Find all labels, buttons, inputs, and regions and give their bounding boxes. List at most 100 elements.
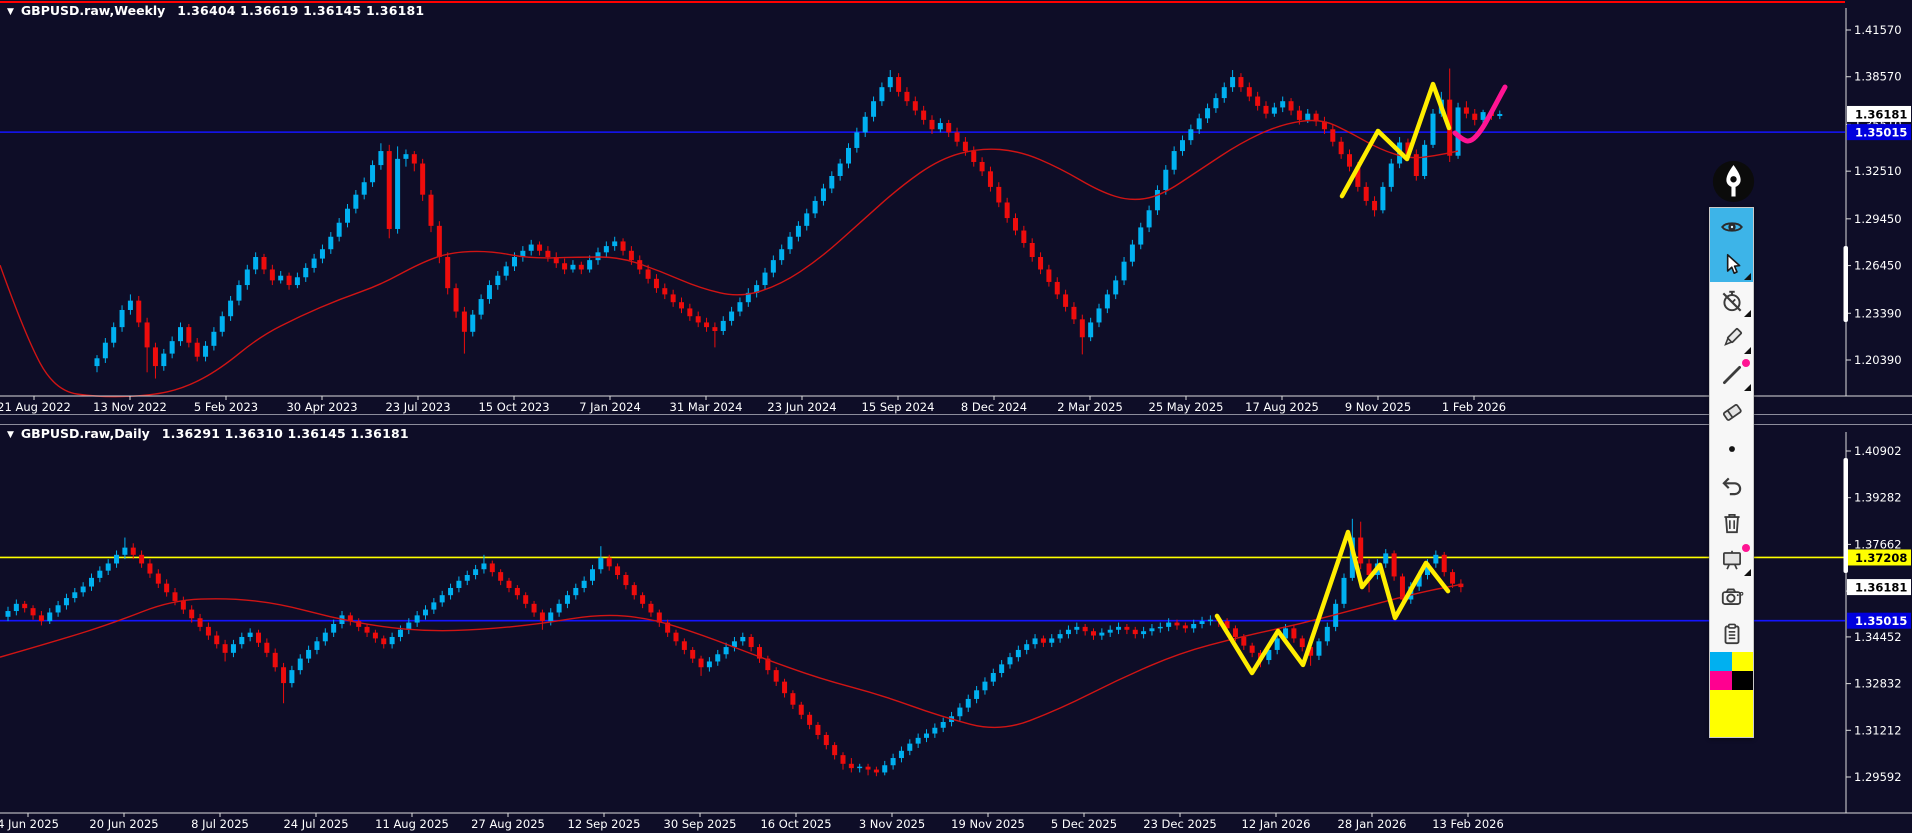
date-label: 1 Feb 2026 [1442, 400, 1506, 414]
date-label: 23 Jul 2023 [385, 400, 450, 414]
price-tick-label: 1.38570 [1854, 70, 1902, 84]
color-swatch-cyan[interactable] [1710, 652, 1732, 671]
daily-chart-pane[interactable]: 4 Jun 2025 20 Jun 2025 8 Jul 2025 24 Jul 20… [0, 432, 1912, 831]
price-tick-label: 1.37662 [1854, 537, 1902, 551]
trash-icon [1719, 510, 1745, 536]
date-label: 16 Oct 2025 [760, 817, 831, 831]
price-tick-label: 1.23390 [1854, 306, 1902, 320]
flyout-arrow-icon [1744, 569, 1751, 576]
color-swatches [1710, 652, 1753, 690]
symbol-timeframe-label: GBPUSD.raw,Weekly [21, 3, 165, 18]
axis-scroll-grip[interactable] [1844, 458, 1849, 573]
price-tick-label: 1.29592 [1854, 770, 1902, 784]
date-label: 13 Feb 2026 [1432, 817, 1504, 831]
date-label: 25 May 2025 [1149, 400, 1224, 414]
weekly-chart-title: ▼ GBPUSD.raw,Weekly 1.36404 1.36619 1.3614… [7, 3, 424, 18]
axis-scroll-grip[interactable] [1844, 246, 1849, 322]
date-label: 8 Jul 2025 [191, 817, 249, 831]
dot-size-icon [1719, 436, 1745, 462]
marker-icon [1719, 325, 1745, 351]
price-tick-label: 1.20390 [1854, 353, 1902, 367]
camera-icon [1719, 584, 1745, 610]
date-label: 23 Jun 2024 [767, 400, 836, 414]
board-icon [1719, 547, 1745, 573]
date-label: 20 Jun 2025 [89, 817, 158, 831]
price-tick-label: 1.29450 [1854, 212, 1902, 226]
tool-eraser-button[interactable] [1710, 393, 1753, 430]
price-box-label: 1.36181 [1855, 107, 1907, 121]
date-label: 3 Nov 2025 [859, 817, 925, 831]
tool-camera-button[interactable] [1710, 578, 1753, 615]
date-label: 2 Mar 2025 [1057, 400, 1123, 414]
date-label: 19 Nov 2025 [951, 817, 1025, 831]
chart-menu-arrow-icon[interactable]: ▼ [7, 7, 14, 17]
tool-undo-button[interactable] [1710, 467, 1753, 504]
tool-cursor-button[interactable] [1710, 245, 1753, 282]
price-tick-label: 1.41570 [1854, 23, 1902, 37]
price-tick-label: 1.31212 [1854, 723, 1902, 737]
drawing-toolbar [1709, 207, 1754, 738]
flyout-arrow-icon [1744, 347, 1751, 354]
date-label: 13 Nov 2022 [93, 400, 167, 414]
current-color-swatch[interactable] [1710, 690, 1753, 737]
date-label: 12 Sep 2025 [568, 817, 641, 831]
date-label: 17 Aug 2025 [1245, 400, 1319, 414]
date-label: 7 Jan 2024 [579, 400, 641, 414]
timer-off-icon [1719, 288, 1745, 314]
date-label: 4 Jun 2025 [0, 817, 59, 831]
symbol-timeframe-label: GBPUSD.raw,Daily [21, 426, 150, 441]
date-label: 23 Dec 2025 [1143, 817, 1216, 831]
date-label: 9 Nov 2025 [1345, 400, 1411, 414]
ohlc-values: 1.36404 1.36619 1.36145 1.36181 [177, 3, 424, 18]
date-label: 5 Dec 2025 [1051, 817, 1117, 831]
line-tool-icon [1719, 362, 1745, 388]
price-tick-label: 1.26450 [1854, 259, 1902, 273]
tool-clipboard-button[interactable] [1710, 615, 1753, 652]
weekly-chart-pane[interactable]: 21 Aug 202213 Nov 20225 Feb 202330 Apr 2… [0, 2, 1912, 414]
moving-average-line [0, 121, 1458, 397]
date-label: 15 Sep 2024 [862, 400, 935, 414]
tool-dot-size-button[interactable] [1710, 430, 1753, 467]
candles [95, 68, 1503, 378]
daily-chart-title: ▼GBPUSD.raw,Daily1.36291 1.36310 1.36145… [7, 426, 409, 441]
clipboard-icon [1719, 621, 1745, 647]
price-tick-label: 1.40902 [1854, 444, 1902, 458]
price-tick-label: 1.39282 [1854, 491, 1902, 505]
color-swatch-magenta[interactable] [1710, 671, 1732, 690]
flyout-arrow-icon [1744, 310, 1751, 317]
pane-splitter[interactable] [0, 414, 1912, 425]
eye-icon [1719, 214, 1745, 240]
date-label: 28 Jan 2026 [1338, 817, 1407, 831]
price-box-label: 1.37208 [1855, 551, 1907, 565]
date-label: 12 Jan 2026 [1242, 817, 1311, 831]
price-box-label: 1.35015 [1855, 614, 1907, 628]
tool-marker-button[interactable] [1710, 319, 1753, 356]
price-tick-label: 1.34452 [1854, 630, 1902, 644]
chart-menu-arrow-icon[interactable]: ▼ [7, 430, 14, 440]
color-indicator-dot [1742, 359, 1750, 367]
price-tick-label: 1.32510 [1854, 164, 1902, 178]
date-label: 11 Aug 2025 [375, 817, 449, 831]
date-label: 30 Apr 2023 [286, 400, 357, 414]
tool-board-button[interactable] [1710, 541, 1753, 578]
pen-nib-icon[interactable] [1711, 159, 1756, 204]
tool-eye-button[interactable] [1710, 208, 1753, 245]
date-label: 31 Mar 2024 [670, 400, 743, 414]
color-swatch-yellow[interactable] [1732, 652, 1754, 671]
tool-trash-button[interactable] [1710, 504, 1753, 541]
date-label: 5 Feb 2023 [194, 400, 258, 414]
price-box-label: 1.36181 [1855, 581, 1907, 595]
color-swatch-black[interactable] [1732, 671, 1754, 690]
date-label: 8 Dec 2024 [961, 400, 1027, 414]
date-label: 24 Jul 2025 [283, 817, 348, 831]
price-box-label: 1.35015 [1855, 126, 1907, 140]
tool-timer-off-button[interactable] [1710, 282, 1753, 319]
date-label: 27 Aug 2025 [471, 817, 545, 831]
eraser-icon [1719, 399, 1745, 425]
date-label: 15 Oct 2023 [478, 400, 549, 414]
undo-icon [1719, 473, 1745, 499]
tool-line-tool-button[interactable] [1710, 356, 1753, 393]
cursor-icon [1719, 251, 1745, 277]
date-label: 30 Sep 2025 [664, 817, 737, 831]
flyout-arrow-icon [1744, 273, 1751, 280]
